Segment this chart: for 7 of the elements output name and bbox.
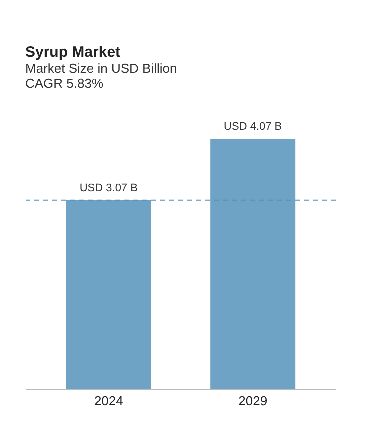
chart-title: Syrup Market — [26, 44, 121, 61]
data-label: USD 3.07 B — [80, 182, 138, 194]
x-tick-label: 2024 — [94, 394, 124, 408]
x-tick-label: 2029 — [238, 394, 268, 408]
data-label: USD 4.07 B — [224, 121, 282, 133]
text: CAGR 5.83% — [26, 76, 104, 91]
chart-subtitle: Market Size in USD Billion — [26, 61, 178, 76]
